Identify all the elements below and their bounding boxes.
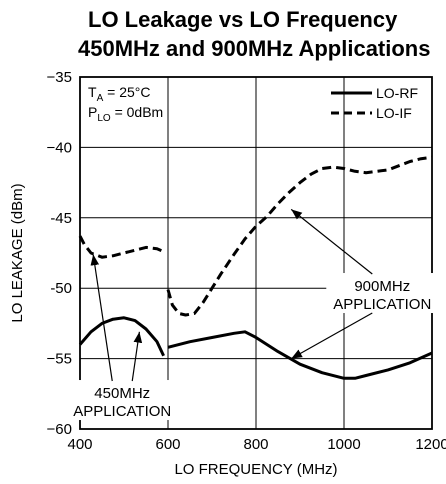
test-conditions: TA = 25°C PLO = 0dBm bbox=[88, 84, 163, 124]
x-tick-label-800: 800 bbox=[243, 436, 268, 453]
x-tick-label-1200: 1200 bbox=[415, 436, 446, 453]
ta-rest: = 25°C bbox=[103, 84, 150, 100]
annotation-arrow-1-1 bbox=[131, 331, 143, 382]
tick-labels: 400 600 800 1000 1200 −35 −40 -45 -50 −55 −60 bbox=[47, 69, 446, 453]
plo-rest: = 0dBm bbox=[111, 104, 164, 120]
legend-label-lo-rf: LO-RF bbox=[376, 85, 418, 101]
y-tick-label-4: −55 bbox=[47, 351, 72, 368]
x-axis-label: LO FREQUENCY (MHz) bbox=[174, 461, 337, 478]
annotation-arrow-1-0 bbox=[90, 254, 113, 382]
chart-subtitle: 450MHz and 900MHz Applications bbox=[78, 36, 430, 61]
x-tick-label-600: 600 bbox=[155, 436, 180, 453]
y-tick-label-1: −40 bbox=[47, 139, 72, 156]
series-line-lo-rf-0 bbox=[78, 316, 165, 357]
annotation-background-0 bbox=[326, 273, 439, 314]
y-axis-label: LO LEAKAGE (dBm) bbox=[9, 183, 26, 322]
ta-sub: A bbox=[97, 93, 104, 104]
annotation-label-1-0: 450MHz bbox=[94, 385, 150, 402]
plo-sub: LO bbox=[97, 113, 111, 124]
condition-lo-power: PLO = 0dBm bbox=[88, 104, 163, 124]
annotation-arrow-0-1 bbox=[290, 312, 373, 360]
x-tick-label-1000: 1000 bbox=[327, 436, 360, 453]
chart-title: LO Leakage vs LO Frequency bbox=[88, 7, 398, 32]
y-tick-label-5: −60 bbox=[47, 421, 72, 438]
grid-lines bbox=[80, 77, 432, 429]
series-line-lo-if-0 bbox=[78, 235, 165, 259]
series-lines bbox=[78, 155, 433, 380]
legend: LO-RF LO-IF bbox=[331, 85, 418, 121]
annotation-label-0-0: 900MHz bbox=[354, 278, 410, 295]
condition-temperature: TA = 25°C bbox=[88, 84, 150, 104]
annotation-label-1-1: APPLICATION bbox=[73, 403, 171, 420]
x-tick-label-400: 400 bbox=[67, 436, 92, 453]
annotation-background-1 bbox=[66, 380, 179, 421]
y-tick-label-0: −35 bbox=[47, 69, 72, 86]
y-tick-label-2: -45 bbox=[50, 210, 72, 227]
legend-label-lo-if: LO-IF bbox=[376, 105, 412, 121]
ta-main: T bbox=[88, 84, 97, 100]
annotation-label-0-1: APPLICATION bbox=[333, 296, 431, 313]
annotation-arrow-0-0 bbox=[290, 208, 373, 275]
plo-main: P bbox=[88, 104, 97, 120]
series-line-lo-rf-1 bbox=[167, 330, 433, 380]
y-tick-label-3: -50 bbox=[50, 280, 72, 297]
series-line-lo-if-1 bbox=[166, 155, 433, 317]
